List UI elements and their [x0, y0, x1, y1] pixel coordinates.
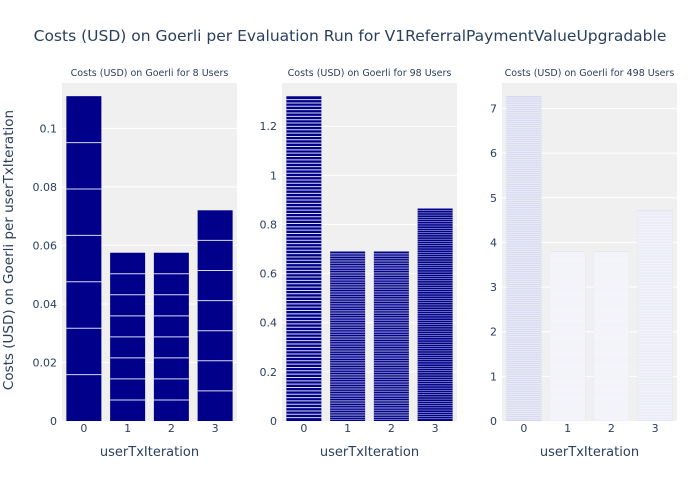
- y-tick-label: 0: [50, 415, 57, 428]
- bar-segment-lines: [153, 273, 189, 401]
- x-tick-label: 0: [520, 422, 527, 435]
- y-tick-label: 0: [490, 415, 497, 428]
- x-tick-label: 3: [652, 422, 659, 435]
- x-tick-label: 1: [564, 422, 571, 435]
- chart-title: Costs (USD) on Goerli per Evaluation Run…: [34, 27, 667, 45]
- bar-segment-lines: [286, 99, 322, 419]
- bar-segment-lines: [197, 239, 233, 392]
- bar: [197, 210, 233, 421]
- bar-segment-lines: [506, 96, 542, 421]
- y-tick-label: 0.8: [260, 218, 278, 231]
- bar-segment-lines: [550, 251, 586, 421]
- bar-segment-lines: [417, 210, 453, 420]
- y-tick-label: 1: [490, 370, 497, 383]
- x-tick-label: 0: [80, 422, 87, 435]
- y-tick-label: 0.08: [33, 181, 58, 194]
- y-tick-label: 1: [270, 169, 277, 182]
- x-axis-title: userTxIteration: [320, 445, 419, 460]
- x-axis-title: userTxIteration: [540, 445, 639, 460]
- x-tick-label: 2: [388, 422, 395, 435]
- y-tick-label: 0.2: [260, 366, 278, 379]
- subplot-title: Costs (USD) on Goerli for 8 Users: [71, 68, 229, 79]
- y-tick-label: 3: [490, 281, 497, 294]
- x-tick-label: 2: [608, 422, 615, 435]
- y-tick-label: 0.06: [33, 239, 58, 252]
- y-tick-label: 1.2: [260, 120, 278, 133]
- y-tick-label: 2: [490, 326, 497, 339]
- y-tick-label: 0: [270, 415, 277, 428]
- x-tick-label: 1: [344, 422, 351, 435]
- y-tick-label: 6: [490, 147, 497, 160]
- bar-segment-lines: [66, 142, 102, 376]
- subplot-3: 0 1 2 3 4 5 6 7 0 1 2 3 Costs (USD) on Goerli for 49…: [490, 68, 677, 460]
- bar-segment-lines: [373, 252, 409, 420]
- bar-segment-lines: [593, 251, 629, 421]
- bar: [506, 96, 542, 421]
- bar: [66, 96, 102, 422]
- subplot-title: Costs (USD) on Goerli for 98 Users: [288, 68, 452, 79]
- y-tick-label: 7: [490, 102, 497, 115]
- y-tick-label: 0.6: [260, 268, 278, 281]
- bar-segment-lines: [330, 252, 366, 420]
- y-axis-title: Costs (USD) on Goerli per userTxIteratio…: [1, 110, 17, 390]
- subplot-1: 0 0.02 0.04 0.06 0.08 0.1 0 1 2 3 Costs (USD) on G…: [33, 68, 237, 460]
- x-tick-label: 2: [168, 422, 175, 435]
- y-tick-label: 0.04: [33, 298, 58, 311]
- subplot-2: 0 0.2 0.4 0.6 0.8 1 1.2 0 1 2 3 Costs (USD) on Goer…: [260, 68, 457, 460]
- x-axis-title: userTxIteration: [100, 445, 199, 460]
- y-tick-label: 4: [490, 236, 497, 249]
- y-tick-label: 5: [490, 192, 497, 205]
- x-tick-label: 0: [300, 422, 307, 435]
- bar: [286, 96, 322, 422]
- subplot-title: Costs (USD) on Goerli for 498 Users: [505, 68, 675, 79]
- x-tick-label: 1: [124, 422, 131, 435]
- y-tick-label: 0.4: [260, 317, 278, 330]
- x-tick-label: 3: [212, 422, 219, 435]
- y-tick-label: 0.02: [33, 356, 58, 369]
- bar-segment-lines: [110, 273, 146, 401]
- bar: [417, 208, 453, 421]
- x-tick-label: 3: [432, 422, 439, 435]
- y-tick-label: 0.1: [40, 122, 58, 135]
- subplots: 0 0.02 0.04 0.06 0.08 0.1 0 1 2 3 Costs (USD) on G…: [33, 68, 677, 460]
- bar-segment-lines: [637, 210, 673, 421]
